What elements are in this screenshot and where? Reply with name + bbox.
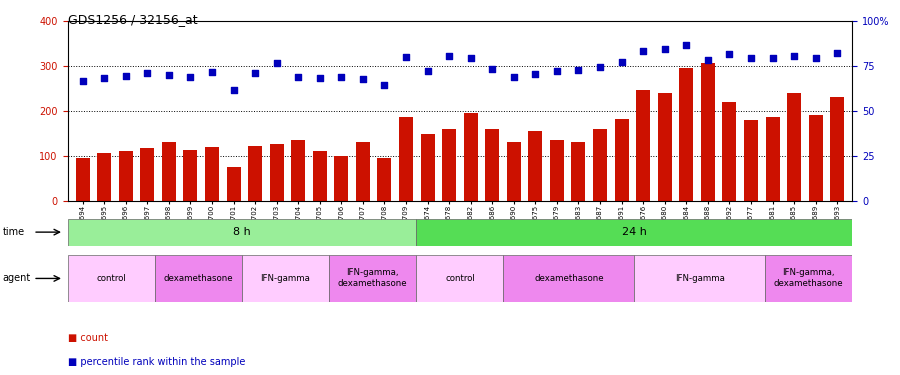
Bar	[155, 255, 242, 302]
Bar	[442, 129, 456, 201]
Bar	[485, 129, 500, 201]
Text: agent: agent	[3, 273, 31, 284]
Bar	[550, 140, 564, 201]
Text: IFN-gamma,
dexamethasone: IFN-gamma, dexamethasone	[338, 268, 408, 288]
Point	[140, 70, 155, 76]
Point	[485, 66, 500, 72]
Bar	[680, 68, 693, 201]
Point	[334, 74, 348, 80]
Point	[312, 75, 327, 81]
Point	[593, 63, 608, 69]
Point	[162, 72, 176, 78]
Bar	[270, 144, 284, 201]
Bar	[634, 255, 765, 302]
Bar	[701, 63, 715, 201]
Point	[572, 67, 586, 73]
Bar	[97, 153, 112, 201]
Text: IFN-gamma,
dexamethasone: IFN-gamma, dexamethasone	[774, 268, 843, 288]
Bar	[334, 156, 348, 201]
Bar	[205, 147, 219, 201]
Bar	[76, 158, 90, 201]
Point	[808, 54, 823, 60]
Bar	[356, 142, 370, 201]
Point	[680, 42, 694, 48]
Point	[184, 74, 198, 80]
Point	[356, 76, 370, 82]
Text: IFN-gamma: IFN-gamma	[261, 274, 310, 283]
Point	[787, 53, 801, 59]
Bar	[119, 151, 132, 201]
Bar	[292, 140, 305, 201]
Text: IFN-gamma: IFN-gamma	[675, 274, 724, 283]
Bar	[593, 129, 607, 201]
Bar	[765, 255, 852, 302]
Bar	[377, 158, 392, 201]
Point	[291, 74, 305, 80]
Text: 24 h: 24 h	[622, 227, 647, 237]
Bar	[766, 117, 779, 201]
Point	[464, 54, 478, 60]
Bar	[636, 90, 650, 201]
Bar	[615, 119, 628, 201]
Bar	[242, 255, 329, 302]
Point	[76, 78, 90, 84]
Point	[442, 53, 456, 59]
Point	[399, 54, 413, 60]
Text: GDS1256 / 32156_at: GDS1256 / 32156_at	[68, 13, 197, 26]
Bar	[417, 255, 503, 302]
Bar	[830, 97, 844, 201]
Point	[507, 74, 521, 80]
Bar	[140, 147, 154, 201]
Bar	[464, 113, 478, 201]
Bar	[658, 93, 671, 201]
Text: 8 h: 8 h	[233, 227, 251, 237]
Point	[420, 68, 435, 74]
Bar	[507, 142, 521, 201]
Point	[269, 60, 284, 66]
Bar	[528, 131, 543, 201]
Point	[722, 51, 736, 57]
Point	[377, 82, 392, 88]
Bar	[248, 146, 262, 201]
Point	[550, 69, 564, 75]
Text: ■ percentile rank within the sample: ■ percentile rank within the sample	[68, 357, 245, 367]
Bar	[744, 120, 758, 201]
Bar	[420, 134, 435, 201]
Point	[830, 50, 844, 56]
Bar	[184, 150, 197, 201]
Point	[615, 59, 629, 65]
Point	[226, 87, 240, 93]
Point	[97, 75, 112, 81]
Bar	[417, 219, 852, 246]
Bar	[572, 142, 586, 201]
Bar	[227, 167, 240, 201]
Point	[700, 57, 715, 63]
Bar	[162, 142, 176, 201]
Bar	[788, 93, 801, 201]
Bar	[723, 102, 736, 201]
Point	[248, 70, 262, 76]
Text: dexamethasone: dexamethasone	[534, 274, 604, 283]
Bar	[68, 219, 417, 246]
Text: time: time	[3, 227, 25, 237]
Text: control: control	[445, 274, 475, 283]
Point	[636, 48, 651, 54]
Text: control: control	[96, 274, 126, 283]
Point	[528, 71, 543, 77]
Bar	[808, 115, 823, 201]
Point	[743, 54, 758, 60]
Point	[119, 72, 133, 78]
Point	[765, 54, 779, 60]
Point	[205, 69, 220, 75]
Point	[658, 46, 672, 52]
Bar	[503, 255, 634, 302]
Bar	[68, 255, 155, 302]
Bar	[312, 151, 327, 201]
Bar	[329, 255, 417, 302]
Bar	[399, 117, 413, 201]
Text: dexamethasone: dexamethasone	[164, 274, 233, 283]
Text: ■ count: ■ count	[68, 333, 107, 342]
